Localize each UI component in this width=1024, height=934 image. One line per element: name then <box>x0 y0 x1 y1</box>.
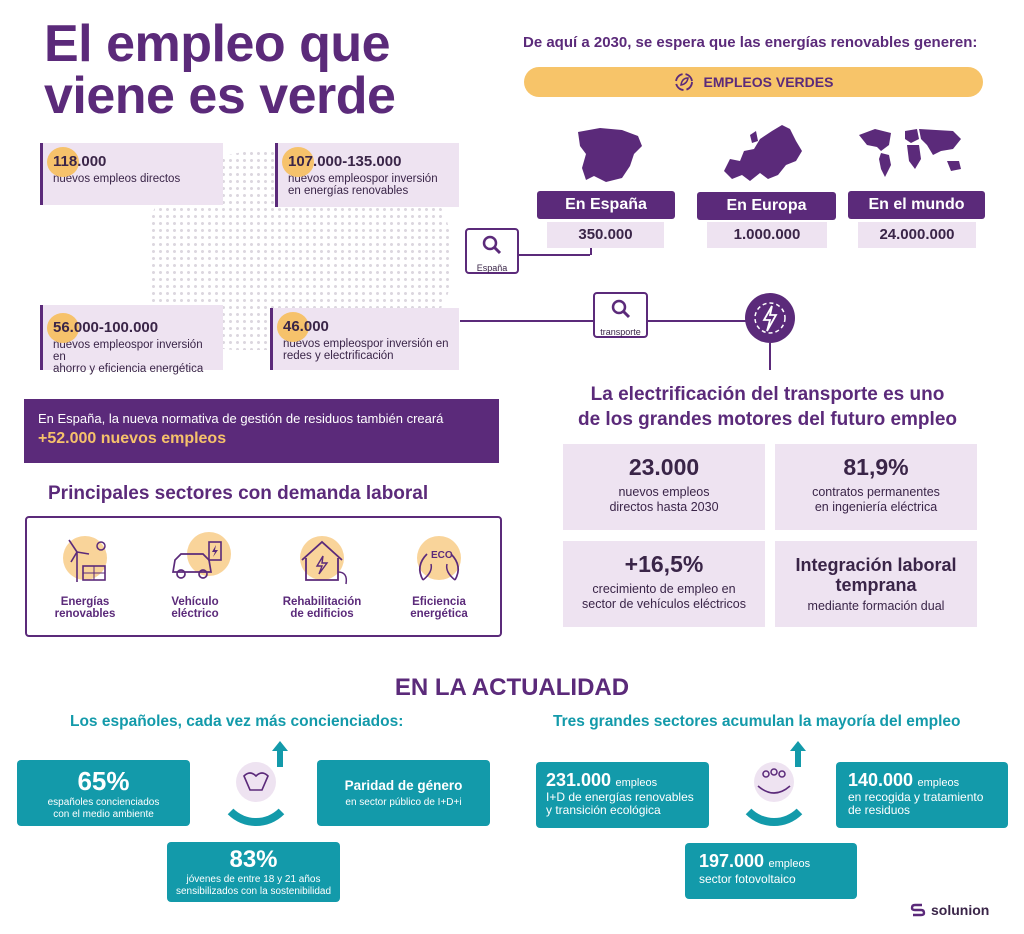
lightning-icon <box>745 293 795 343</box>
sector-renewables: Energías renovables <box>35 532 135 620</box>
region-value-europe: 1.000.000 <box>707 222 827 248</box>
connector-line <box>518 254 590 256</box>
region-value-spain: 350.000 <box>547 222 664 248</box>
world-map-icon <box>859 129 961 177</box>
current-heading: EN LA ACTUALIDAD <box>394 674 630 701</box>
up-arrow-icon <box>272 741 288 767</box>
sectors-heading: Principales sectores con demanda laboral <box>48 483 429 504</box>
stat-rd-renewables: 231.000 empleos I+D de energías renovabl… <box>536 762 709 828</box>
stat-grid-investment: 46.000 nuevos empleospor inversión en red… <box>270 308 459 370</box>
search-icon <box>611 299 630 319</box>
hands-people-icon <box>754 762 794 802</box>
search-icon <box>482 235 502 255</box>
stat-photovoltaic: 197.000 empleos sector fotovoltaico <box>685 843 857 899</box>
europe-map-icon <box>724 125 802 181</box>
sector-electric-vehicle: Vehículo eléctrico <box>145 532 245 620</box>
transport-card-jobs: 23.000 nuevos empleos directos hasta 2030 <box>563 444 765 530</box>
solunion-s-icon <box>910 903 926 917</box>
transport-card-dual-training: Integración laboral temprana mediante for… <box>775 541 977 627</box>
stat-youth-sustainability: 83% jóvenes de entre 18 y 21 años sensibi… <box>167 842 340 902</box>
transport-card-growth: +16,5% crecimiento de empleo en sector de… <box>563 541 765 627</box>
house-plug-icon <box>301 540 348 585</box>
waste-notice: En España, la nueva normativa de gestión… <box>24 399 499 463</box>
sectors-panel: Energías renovables Vehículo eléctrico Reh… <box>25 516 502 637</box>
up-arrow-icon <box>790 741 806 767</box>
svg-text:ECO: ECO <box>431 550 453 561</box>
transport-pin: transporte <box>593 292 648 338</box>
stat-direct-jobs: 118.000 nuevos empleos directos <box>40 143 223 205</box>
right-subheading: Tres grandes sectores acumulan la mayorí… <box>553 713 961 730</box>
hands-circle <box>216 746 296 826</box>
spain-pin: España <box>465 228 519 274</box>
spain-map-icon <box>578 128 642 182</box>
connector-line <box>460 320 594 322</box>
stat-efficiency-investment: 56.000-100.000 nuevos empleospor inversi… <box>40 305 223 375</box>
green-jobs-banner: EMPLEOS VERDES <box>524 67 983 97</box>
electric-car-icon <box>171 541 222 579</box>
left-subheading: Los españoles, cada vez más concienciado… <box>70 713 404 730</box>
region-value-world: 24.000.000 <box>858 222 976 248</box>
eco-leaves-icon: ECO <box>418 550 460 581</box>
stat-gender-parity: Paridad de género en sector público de I… <box>317 760 490 826</box>
stat-env-awareness: 65% españoles concienciados con el medio … <box>17 760 190 826</box>
stat-waste-collection: 140.000 empleos en recogida y tratamient… <box>836 762 1008 828</box>
solunion-logo: solunion <box>910 902 989 918</box>
region-label-spain: En España <box>537 191 675 219</box>
connector-line <box>648 320 746 322</box>
region-label-world: En el mundo <box>848 191 985 219</box>
forecast-heading: De aquí a 2030, se espera que las energí… <box>523 34 978 51</box>
region-label-europe: En Europa <box>697 192 836 220</box>
transport-heading: La electrificación del transporte es uno… <box>577 384 957 430</box>
sector-building-rehab: Rehabilitación de edificios <box>272 532 372 620</box>
stat-renewables-investment: 107.000-135.000 nuevos empleospor invers… <box>275 143 459 207</box>
recycle-leaf-icon <box>674 73 693 91</box>
sector-energy-efficiency: ECO Eficiencia energética <box>389 532 489 620</box>
page-title: El empleo que viene es verde <box>44 15 396 125</box>
transport-card-contracts: 81,9% contratos permanentes en ingeniería… <box>775 444 977 530</box>
people-circle <box>734 746 814 826</box>
solar-wind-icon <box>68 539 106 582</box>
teamwork-hands-icon <box>236 762 276 802</box>
connector-line <box>769 343 771 370</box>
